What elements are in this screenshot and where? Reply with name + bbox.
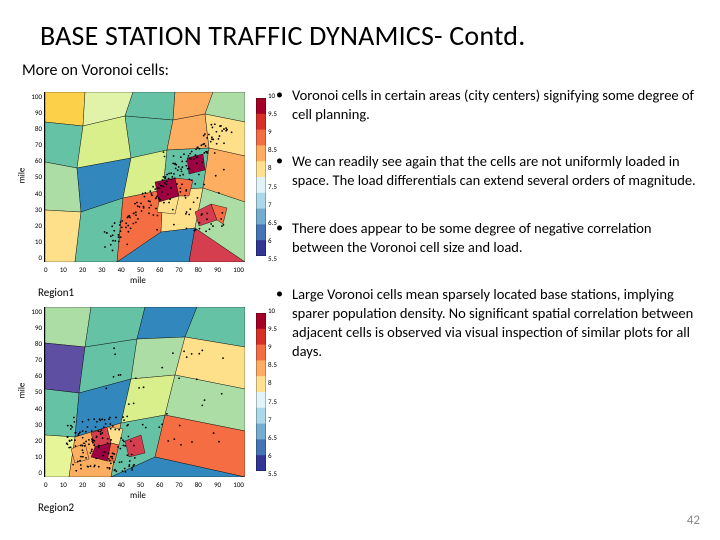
right-column: Voronoi cells in certain areas (city cen… xyxy=(270,84,702,514)
bullet-item: There does appear to be some degree of n… xyxy=(270,219,702,257)
x-axis-label: mile xyxy=(130,490,146,501)
chart-plot-area: 109.598.587.576.565.5 xyxy=(44,92,244,262)
x-axis-ticks: 0102030405060708090100 xyxy=(44,265,244,274)
x-axis-label: mile xyxy=(130,275,146,286)
voronoi-chart-2: mile 0102030405060708090100 109.598.587.… xyxy=(22,307,262,477)
colorbar-2 xyxy=(256,313,266,471)
content-area: mile 0102030405060708090100 109.598.587.… xyxy=(0,84,720,514)
x-axis-ticks: 0102030405060708090100 xyxy=(44,480,244,489)
chart-plot-area: 109.598.587.576.565.5 xyxy=(44,307,244,477)
voronoi-chart-1: mile 0102030405060708090100 109.598.587.… xyxy=(22,92,262,262)
bullet-item: Large Voronoi cells mean sparsely locate… xyxy=(270,285,702,362)
bullet-list: Voronoi cells in certain areas (city cen… xyxy=(270,86,702,361)
bullet-item: We can readily see again that the cells … xyxy=(270,152,702,190)
voronoi-svg-1 xyxy=(45,92,245,262)
subtitle: More on Voronoi cells: xyxy=(0,61,720,84)
voronoi-svg-2 xyxy=(45,307,245,477)
y-axis-ticks: 0102030405060708090100 xyxy=(26,92,42,262)
colorbar-1 xyxy=(256,98,266,256)
page-title: BASE STATION TRAFFIC DYNAMICS- Contd. xyxy=(0,0,720,61)
y-axis-ticks: 0102030405060708090100 xyxy=(26,307,42,477)
left-column: mile 0102030405060708090100 109.598.587.… xyxy=(22,84,262,514)
bullet-item: Voronoi cells in certain areas (city cen… xyxy=(270,86,702,124)
page-number: 42 xyxy=(687,513,700,528)
